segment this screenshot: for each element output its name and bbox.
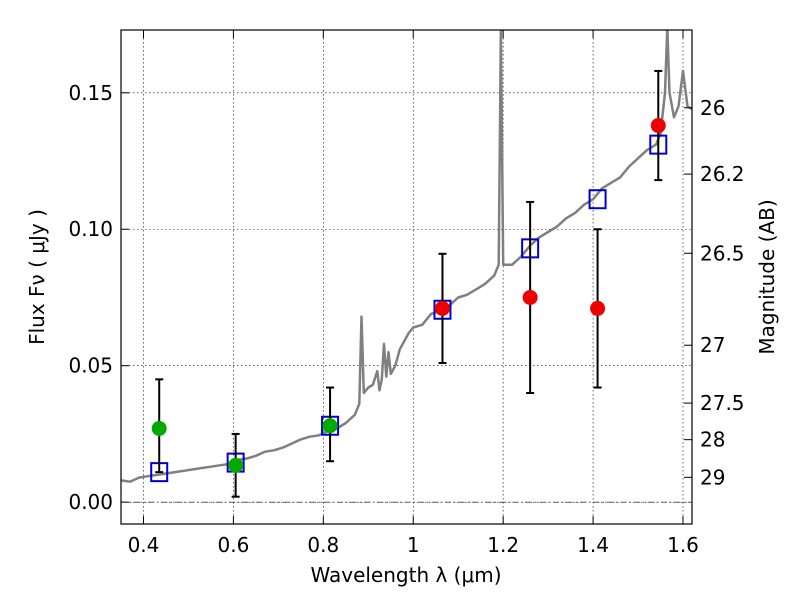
magnitude-ticks: 26 26.2 26.5 27 27.5 28 29	[684, 96, 745, 489]
observed-flux-marker	[228, 457, 244, 473]
plot-background	[121, 30, 692, 524]
observed-flux-marker	[522, 289, 538, 305]
y-tick-label: 0.05	[68, 354, 113, 378]
y-axis-title: Flux Fν ( μJy )	[25, 209, 49, 345]
spectrum-line	[121, 30, 692, 483]
magnitude-tick-label: 27	[700, 333, 725, 357]
magnitude-tick-label: 26.5	[700, 241, 745, 265]
model-square-marker	[588, 189, 607, 210]
observed-flux-marker	[590, 300, 606, 316]
observed-flux-marker	[151, 420, 167, 436]
magnitude-tick-label: 26.2	[700, 162, 745, 186]
observed-flux-marker	[650, 118, 666, 134]
plot-frame	[120, 29, 693, 525]
x-tick-label: 0.4	[128, 533, 160, 557]
magnitude-tick-label: 27.5	[700, 391, 745, 415]
y-tick-label: 0.10	[68, 217, 113, 241]
x-tick-label: 1.2	[487, 533, 519, 557]
plot-area	[121, 30, 692, 498]
y-tick-label: 0.00	[68, 490, 113, 514]
observed-flux-marker	[322, 418, 338, 434]
x-ticks: 0.4 0.6 0.8 1 1.2 1.4 1.6	[128, 30, 699, 557]
magnitude-tick-label: 26	[700, 96, 725, 120]
y-ticks: 0.00 0.05 0.10 0.15	[68, 81, 129, 514]
x-tick-label: 1.4	[577, 533, 609, 557]
y-tick-label: 0.15	[68, 81, 113, 105]
right-axis-title: Magnitude (AB)	[755, 199, 779, 354]
x-tick-label: 0.8	[307, 533, 339, 557]
magnitude-tick-label: 28	[700, 428, 725, 452]
x-axis-title: Wavelength λ (μm)	[310, 563, 501, 587]
magnitude-tick-label: 29	[700, 465, 725, 489]
observed-flux-marker	[434, 300, 450, 316]
x-tick-label: 1.6	[667, 533, 699, 557]
x-tick-label: 0.6	[217, 533, 249, 557]
x-tick-label: 1	[407, 533, 420, 557]
